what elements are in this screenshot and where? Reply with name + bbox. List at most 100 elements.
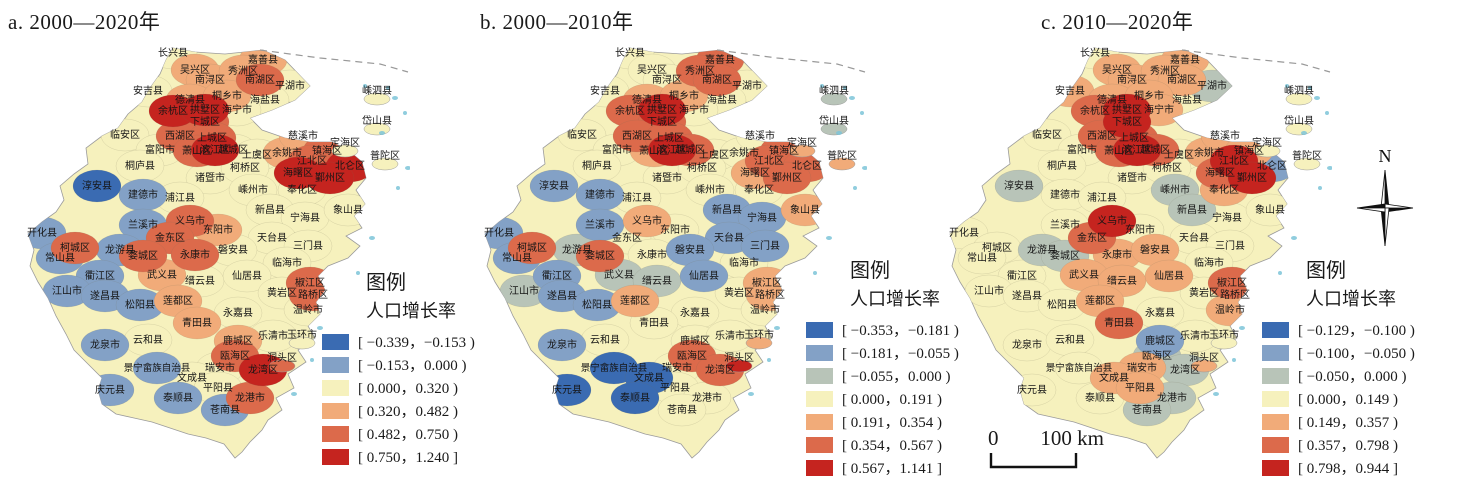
county-label: 淳安县 bbox=[1004, 179, 1034, 192]
county-label: 义乌市 bbox=[1097, 214, 1127, 227]
island-region bbox=[371, 157, 399, 171]
legend-entry: [ −0.353，−0.181 ) bbox=[806, 318, 959, 341]
county-region bbox=[507, 231, 557, 265]
legend-rows: [ −0.339，−0.153 ) [ −0.153，0.000 ) [ 0.000… bbox=[322, 330, 475, 468]
county-label: 海曙区 bbox=[740, 166, 770, 179]
island-region bbox=[1293, 157, 1321, 171]
county-label: 江山市 bbox=[52, 284, 82, 297]
legend-swatch bbox=[1262, 321, 1289, 338]
county-label: 永嘉县 bbox=[1145, 306, 1175, 319]
county-label: 嘉善县 bbox=[1170, 53, 1200, 66]
county-label: 江北区 bbox=[754, 155, 784, 167]
county-label: 兰溪市 bbox=[585, 218, 615, 231]
legend-swatch bbox=[322, 448, 349, 465]
county-label: 苍南县 bbox=[210, 403, 240, 416]
county-label: 越城区 bbox=[675, 143, 705, 156]
county-label: 三门县 bbox=[750, 239, 780, 252]
county-label: 云和县 bbox=[590, 334, 620, 346]
county-label: 平阳县 bbox=[1125, 382, 1155, 394]
legend-class-label: [ 0.482，0.750 ) bbox=[358, 427, 458, 443]
sea-islet bbox=[405, 166, 410, 170]
county-label: 镇海区 bbox=[312, 144, 342, 157]
county-label: 衢江区 bbox=[85, 270, 115, 282]
county-label: 瑞安市 bbox=[205, 361, 235, 374]
legend-class-label: [ −0.129，−0.100 ) bbox=[1298, 323, 1415, 339]
county-label: 富阳市 bbox=[602, 143, 632, 156]
county-label: 兰溪市 bbox=[128, 218, 158, 231]
county-label: 景宁畲族自治县 bbox=[581, 362, 648, 374]
legend-swatch bbox=[1262, 344, 1289, 361]
county-label: 龙湾区 bbox=[1170, 363, 1200, 376]
county-label: 温岭市 bbox=[750, 303, 780, 316]
legend-entry: [ 0.357，0.798 ) bbox=[1262, 433, 1415, 456]
county-label: 嵊泗县 bbox=[362, 84, 392, 97]
county-label: 磐安县 bbox=[218, 243, 248, 256]
legend-title: 图例 bbox=[1306, 260, 1346, 282]
legend-subtitle: 人口增长率 bbox=[850, 289, 940, 309]
county-label: 江北区 bbox=[297, 155, 327, 167]
county-label: 常山县 bbox=[45, 251, 75, 264]
legend-swatch bbox=[1262, 459, 1289, 476]
county-label: 柯桥区 bbox=[687, 161, 717, 174]
county-region bbox=[1115, 371, 1165, 405]
county-region bbox=[637, 93, 687, 127]
legend-entry: [ −0.153，0.000 ) bbox=[322, 353, 475, 376]
county-label: 江北区 bbox=[1219, 155, 1249, 167]
legend-entry: [ 0.320，0.482 ) bbox=[322, 399, 475, 422]
legend-c: 图例 人口增长率 [ −0.129，−0.100 ) [ −0.100，−0.05… bbox=[1262, 254, 1415, 479]
county-region bbox=[153, 381, 203, 415]
county-label: 柯桥区 bbox=[230, 161, 260, 174]
county-label: 慈溪市 bbox=[288, 129, 318, 142]
county-label: 奉化区 bbox=[1209, 183, 1239, 196]
sea-boundary-line bbox=[716, 49, 866, 73]
sea-islet bbox=[860, 111, 864, 115]
county-label: 宁海县 bbox=[1212, 211, 1242, 224]
county-label: 龙游县 bbox=[562, 243, 592, 256]
county-label: 武义县 bbox=[604, 268, 634, 281]
county-label: 景宁畲族自治县 bbox=[1046, 362, 1113, 374]
county-label: 临海市 bbox=[729, 256, 759, 269]
county-region bbox=[72, 169, 122, 203]
north-label: N bbox=[1379, 146, 1392, 166]
county-label: 拱墅区 bbox=[190, 103, 220, 116]
county-label: 宁海县 bbox=[290, 211, 320, 224]
county-label: 景宁畲族自治县 bbox=[124, 362, 191, 374]
county-label: 奉化区 bbox=[744, 183, 774, 196]
sea-islet bbox=[820, 84, 824, 88]
county-label: 秀洲区 bbox=[228, 65, 258, 77]
county-label: 海宁市 bbox=[1144, 103, 1174, 116]
island-region bbox=[1210, 336, 1238, 350]
legend-class-label: [ 0.750，1.240 ] bbox=[358, 450, 458, 466]
county-label: 上城区 bbox=[1119, 132, 1149, 144]
county-label: 定海区 bbox=[787, 136, 817, 149]
county-label: 上城区 bbox=[197, 132, 227, 144]
county-label: 婺城区 bbox=[1050, 250, 1080, 262]
county-label: 文成县 bbox=[1099, 371, 1129, 384]
county-label: 北仑区 bbox=[1257, 159, 1287, 172]
sea-islet bbox=[379, 131, 385, 135]
county-label: 奉化区 bbox=[287, 183, 317, 196]
county-label: 鄞州区 bbox=[315, 171, 345, 184]
county-label: 安吉县 bbox=[133, 84, 163, 97]
county-label: 庆元县 bbox=[1017, 383, 1047, 396]
county-label: 诸暨市 bbox=[195, 171, 225, 184]
county-label: 仙居县 bbox=[689, 269, 719, 282]
county-region bbox=[180, 93, 230, 127]
county-label: 新昌县 bbox=[712, 203, 742, 216]
county-label: 龙游县 bbox=[1027, 243, 1057, 256]
county-label: 上虞区 bbox=[699, 148, 729, 161]
legend-class-label: [ 0.149，0.357 ) bbox=[1298, 415, 1398, 431]
county-label: 临安区 bbox=[110, 128, 140, 141]
county-label: 开化县 bbox=[27, 226, 57, 239]
county-label: 庆元县 bbox=[552, 383, 582, 396]
county-label: 云和县 bbox=[1055, 334, 1085, 346]
county-label: 莲都区 bbox=[1085, 295, 1115, 307]
legend-class-label: [ −0.055，0.000 ) bbox=[842, 369, 951, 385]
sea-islet bbox=[853, 186, 857, 190]
county-label: 南湖区 bbox=[1167, 73, 1197, 86]
county-label: 柯桥区 bbox=[1152, 161, 1182, 174]
county-label: 德清县 bbox=[632, 93, 662, 106]
county-region bbox=[957, 241, 1007, 275]
county-label: 上城区 bbox=[654, 132, 684, 144]
